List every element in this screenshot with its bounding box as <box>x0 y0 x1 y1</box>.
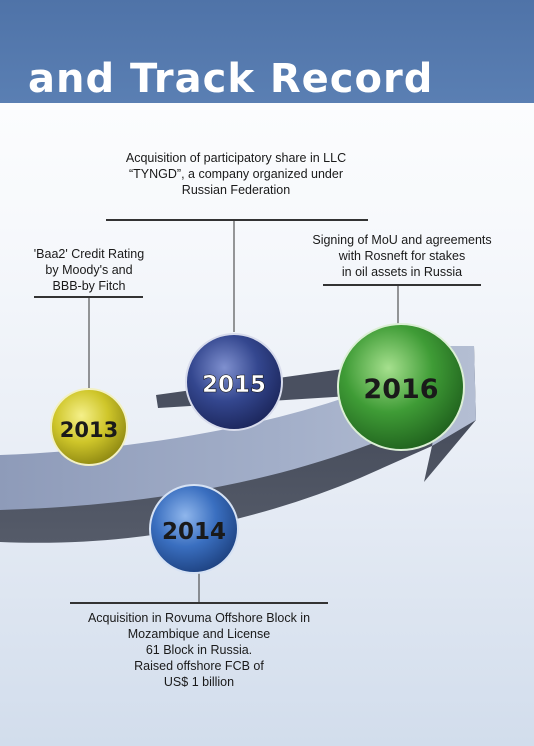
milestone-label-2014: Acquisition in Rovuma Offshore Block in … <box>60 610 338 690</box>
year-2015: 2015 <box>202 372 266 398</box>
sphere-2014: 2014 <box>149 484 239 574</box>
label-line: Russian Federation <box>181 183 291 197</box>
label-line: Acquisition in Rovuma Offshore Block in <box>87 611 311 625</box>
year-2013: 2013 <box>60 418 118 442</box>
label-line: 61 Block in Russia. <box>145 643 253 657</box>
sphere-2015: 2015 <box>185 333 283 431</box>
page-title: and Track Record <box>28 56 434 102</box>
year-2014: 2014 <box>162 519 226 545</box>
year-2016: 2016 <box>363 374 438 405</box>
milestone-label-2013: 'Baa2' Credit Rating by Moody's and BBB-… <box>14 246 164 294</box>
label-line: Mozambique and License <box>127 627 271 641</box>
label-line: in oil assets in Russia <box>341 265 463 279</box>
label-line: by Moody's and <box>45 263 133 277</box>
label-line: Acquisition of participatory share in LL… <box>125 151 347 165</box>
label-line: with Rosneft for stakes <box>338 249 466 263</box>
label-line: US$ 1 billion <box>163 675 235 689</box>
sphere-2016: 2016 <box>337 323 465 451</box>
label-line: “TYNGD”, a company organized under <box>129 167 343 181</box>
sphere-2013: 2013 <box>50 388 128 466</box>
label-line: BBB-by Fitch <box>52 279 126 293</box>
label-line: Raised offshore FCB of <box>134 659 264 673</box>
milestone-label-2016: Signing of MoU and agreements with Rosne… <box>290 232 514 280</box>
label-line: 'Baa2' Credit Rating <box>33 247 145 261</box>
label-line: Signing of MoU and agreements <box>312 233 492 247</box>
header-banner: and Track Record <box>0 0 534 103</box>
milestone-label-2015: Acquisition of participatory share in LL… <box>88 150 384 198</box>
